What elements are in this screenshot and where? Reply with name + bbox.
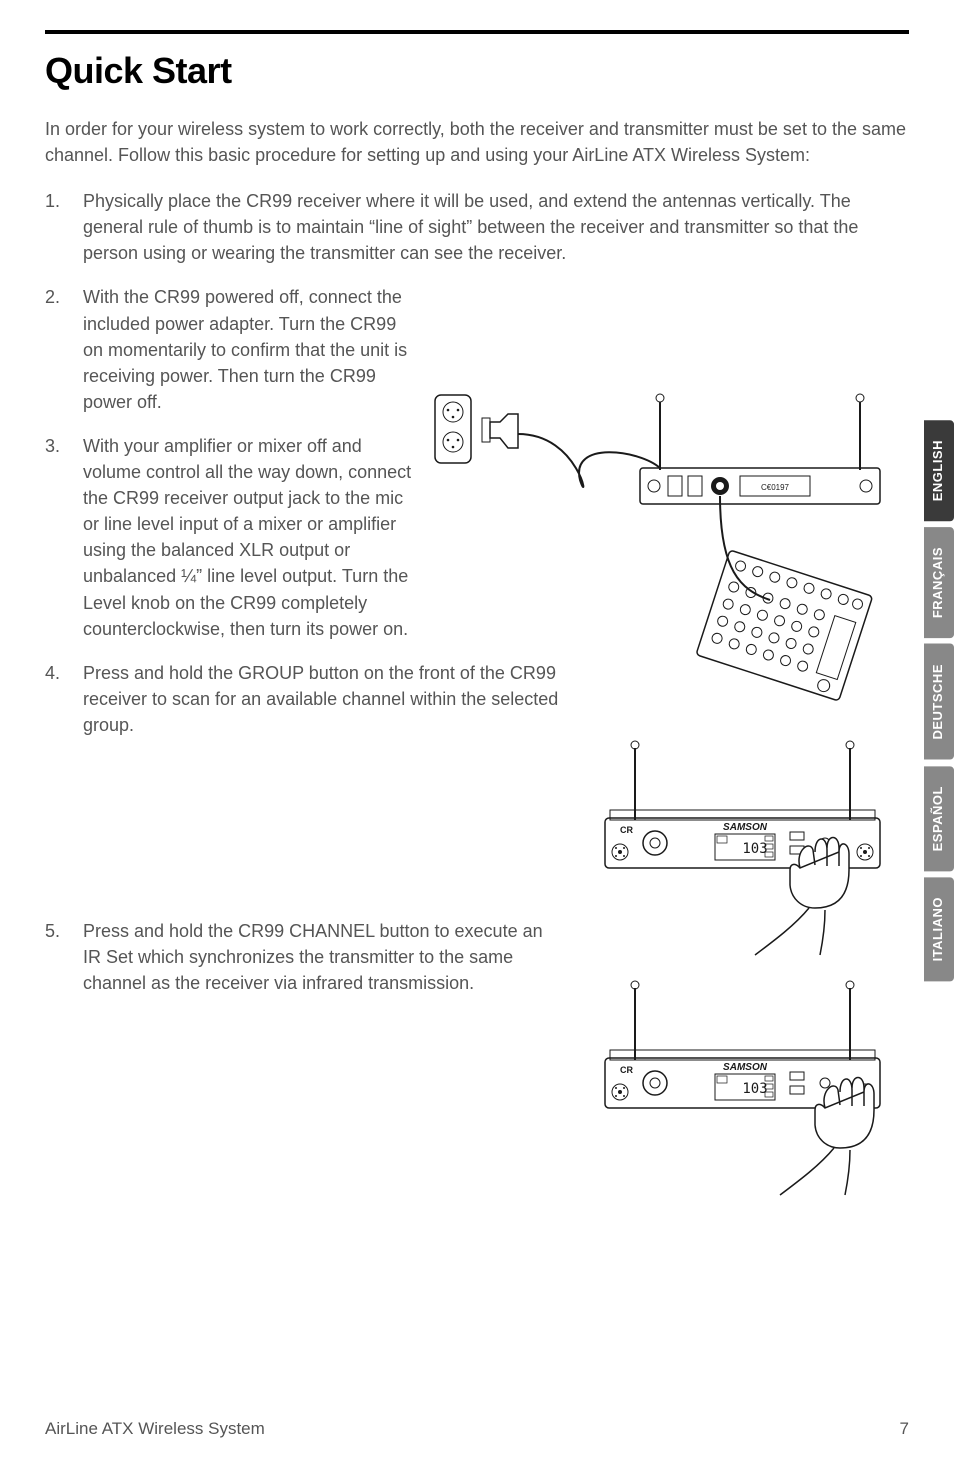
step-text: Press and hold the CR99 CHANNEL button t…: [83, 918, 563, 996]
tab-italiano[interactable]: ITALIANO: [924, 877, 954, 981]
step-number: 3.: [45, 433, 83, 642]
setup-diagram-svg: C€0197: [430, 390, 890, 730]
display-value: 103: [742, 841, 767, 857]
page-title: Quick Start: [45, 50, 909, 92]
step-text: Physically place the CR99 receiver where…: [83, 188, 909, 266]
ce-mark-label: C€0197: [761, 483, 790, 492]
tab-espanol[interactable]: ESPAÑOL: [924, 766, 954, 871]
step-text: With the CR99 powered off, connect the i…: [83, 284, 413, 414]
top-rule: [45, 30, 909, 34]
tab-deutsche[interactable]: DEUTSCHE: [924, 644, 954, 760]
tab-english[interactable]: ENGLISH: [924, 420, 954, 521]
intro-text: In order for your wireless system to wor…: [45, 116, 909, 168]
receiver-label: CR: [620, 1065, 633, 1075]
tab-francais[interactable]: FRANÇAIS: [924, 527, 954, 638]
channel-diagram-svg: CR SAMSON 103: [595, 980, 890, 1200]
receiver-label: CR: [620, 825, 633, 835]
brand-label: SAMSON: [723, 822, 768, 833]
footer-title: AirLine ATX Wireless System: [45, 1419, 265, 1439]
setup-diagram: C€0197: [430, 390, 890, 730]
step-text: With your amplifier or mixer off and vol…: [83, 433, 413, 642]
step-item: 1. Physically place the CR99 receiver wh…: [45, 188, 909, 266]
page-number: 7: [900, 1419, 909, 1439]
group-diagram-svg: CR SAMSON 103: [595, 740, 890, 960]
group-button-diagram: CR SAMSON 103: [595, 740, 890, 960]
display-value: 103: [742, 1081, 767, 1097]
step-number: 1.: [45, 188, 83, 266]
language-tabs: ENGLISH FRANÇAIS DEUTSCHE ESPAÑOL ITALIA…: [924, 420, 954, 988]
step-number: 2.: [45, 284, 83, 414]
footer: AirLine ATX Wireless System 7: [45, 1419, 909, 1439]
step-number: 5.: [45, 918, 83, 996]
brand-label: SAMSON: [723, 1062, 768, 1073]
step-number: 4.: [45, 660, 83, 738]
channel-button-diagram: CR SAMSON 103: [595, 980, 890, 1200]
